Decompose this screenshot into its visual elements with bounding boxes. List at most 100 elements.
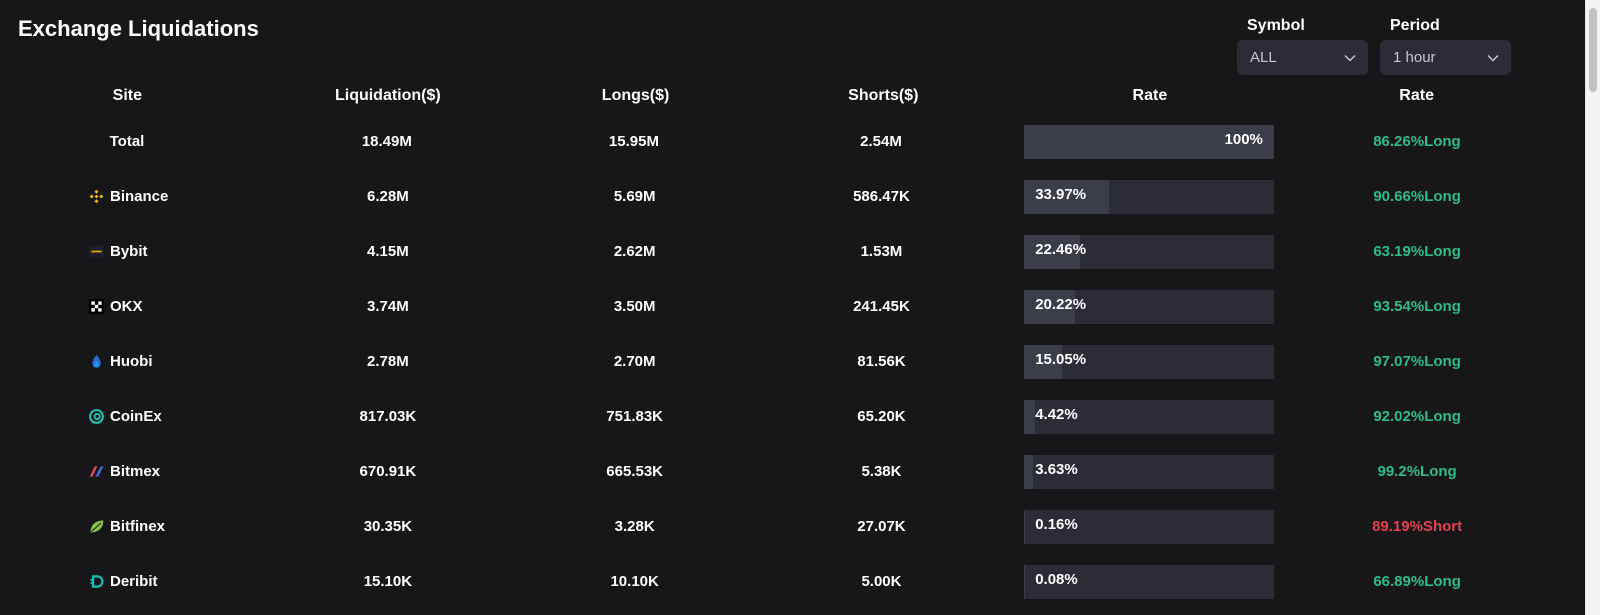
table-row: Total 18.49M 15.95M 2.54M 100% 86.26%Lon…: [0, 114, 1540, 169]
header-shorts[interactable]: Shorts($): [848, 87, 919, 104]
share-bar: 15.05%: [1024, 344, 1275, 379]
liquidation-value: 18.49M: [361, 133, 412, 150]
header-rate-share[interactable]: Rate: [1132, 87, 1168, 104]
longs-value: 2.62M: [613, 243, 656, 260]
share-bar-fill: [1024, 234, 1081, 269]
longs-value: 15.95M: [608, 133, 659, 150]
share-bar-fill: [1024, 454, 1034, 489]
header-site[interactable]: Site: [112, 87, 142, 104]
share-value: 0.08%: [1035, 570, 1078, 588]
table-row: Bybit 4.15M 2.62M 1.53M 22.46% 63.19%Lon…: [0, 224, 1540, 279]
site-name: Total: [109, 133, 145, 150]
table-row: Bitmex 670.91K 665.53K 5.38K 3.63% 99.2%…: [0, 444, 1540, 499]
longs-value: 10.10K: [610, 573, 659, 590]
rate-value: 66.89%Long: [1373, 573, 1461, 590]
share-bar-cell: 20.22%: [1024, 289, 1275, 324]
shorts-value: 2.54M: [860, 133, 902, 150]
site-name: Bitfinex: [110, 518, 166, 535]
shorts-value: 81.56K: [857, 353, 906, 370]
period-select-value: 1 hour: [1393, 49, 1436, 66]
longs-value: 665.53K: [606, 463, 664, 480]
rate-value: 97.07%Long: [1373, 353, 1461, 370]
share-bar: 22.46%: [1024, 234, 1275, 269]
period-filter: Period 1 hour: [1380, 17, 1511, 75]
site-cell[interactable]: Bitfinex: [0, 518, 255, 535]
bybit-icon: [88, 245, 105, 258]
bitfinex-icon: [90, 520, 104, 533]
header-rate[interactable]: Rate: [1399, 87, 1434, 104]
share-bar: 0.16%: [1024, 509, 1275, 544]
symbol-filter: Symbol ALL: [1237, 17, 1368, 75]
liquidation-value: 3.74M: [367, 298, 409, 315]
rate-value: 99.2%Long: [1377, 463, 1457, 480]
longs-value: 2.70M: [613, 353, 656, 370]
chevron-down-icon: [1487, 54, 1499, 62]
site-cell[interactable]: Bybit: [0, 243, 255, 260]
table-body: Total 18.49M 15.95M 2.54M 100% 86.26%Lon…: [0, 114, 1540, 609]
shorts-value: 27.07K: [857, 518, 906, 535]
share-bar-fill: [1023, 124, 1274, 159]
share-bar-cell: 33.97%: [1024, 179, 1275, 214]
share-bar-cell: 4.42%: [1024, 399, 1275, 434]
site-cell[interactable]: Total: [0, 133, 254, 150]
longs-value: 5.69M: [613, 188, 656, 205]
share-bar-cell: 0.16%: [1024, 509, 1275, 544]
shorts-value: 65.20K: [857, 408, 906, 425]
liquidation-value: 817.03K: [359, 408, 417, 425]
table-row: Huobi 2.78M 2.70M 81.56K 15.05% 97.07%Lo…: [0, 334, 1540, 389]
table-row: Bitfinex 30.35K 3.28K 27.07K 0.16% 89.19…: [0, 499, 1540, 554]
site-cell[interactable]: Huobi: [0, 353, 255, 370]
share-value: 4.42%: [1035, 405, 1078, 423]
share-bar-fill: [1024, 179, 1110, 214]
site-cell[interactable]: OKX: [0, 298, 255, 315]
liquidation-value: 4.15M: [367, 243, 409, 260]
liquidations-table: Site Liquidation($) Longs($) Shorts($) R…: [0, 78, 1540, 609]
longs-value: 751.83K: [606, 408, 664, 425]
share-bar-cell: 15.05%: [1024, 344, 1275, 379]
site-name: Huobi: [110, 353, 153, 370]
coinex-icon: [89, 409, 104, 424]
scrollbar-thumb[interactable]: [1589, 8, 1597, 92]
share-value: 0.16%: [1035, 515, 1078, 533]
site-cell[interactable]: Deribit: [0, 573, 255, 590]
share-value: 22.46%: [1035, 240, 1087, 258]
table-header: Site Liquidation($) Longs($) Shorts($) R…: [0, 78, 1540, 114]
share-value: 100%: [1224, 130, 1263, 148]
site-name: CoinEx: [110, 408, 162, 425]
rate-value: 86.26%Long: [1373, 133, 1461, 150]
table-row: OKX 3.74M 3.50M 241.45K 20.22% 93.54%Lon…: [0, 279, 1540, 334]
site-name: Deribit: [110, 573, 158, 590]
share-value: 33.97%: [1035, 185, 1087, 203]
share-bar: 20.22%: [1024, 289, 1275, 324]
table-row: Binance 6.28M 5.69M 586.47K 33.97% 90.66…: [0, 169, 1540, 224]
symbol-select-value: ALL: [1250, 49, 1277, 66]
share-bar: 100%: [1023, 124, 1274, 159]
period-select[interactable]: 1 hour: [1380, 40, 1511, 75]
liquidation-value: 6.28M: [367, 188, 409, 205]
share-bar: 0.08%: [1024, 564, 1275, 599]
longs-value: 3.50M: [613, 298, 656, 315]
site-cell[interactable]: CoinEx: [0, 408, 255, 425]
chevron-down-icon: [1344, 54, 1356, 62]
share-bar-cell: 0.08%: [1024, 564, 1275, 599]
share-value: 15.05%: [1035, 350, 1087, 368]
rate-value: 90.66%Long: [1373, 188, 1461, 205]
binance-icon: [89, 189, 104, 204]
site-cell[interactable]: Binance: [0, 188, 255, 205]
liquidation-value: 15.10K: [363, 573, 413, 590]
symbol-label: Symbol: [1247, 17, 1305, 34]
shorts-value: 1.53M: [860, 243, 903, 260]
header-longs[interactable]: Longs($): [601, 87, 670, 104]
symbol-select[interactable]: ALL: [1237, 40, 1368, 75]
share-bar-fill: [1024, 344, 1062, 379]
site-cell[interactable]: Bitmex: [0, 463, 255, 480]
rate-value: 92.02%Long: [1373, 408, 1461, 425]
scrollbar[interactable]: [1585, 0, 1600, 615]
liquidation-value: 670.91K: [359, 463, 417, 480]
shorts-value: 586.47K: [853, 188, 910, 205]
shorts-value: 5.00K: [861, 573, 902, 590]
header-liquidation[interactable]: Liquidation($): [334, 87, 441, 104]
rate-value: 63.19%Long: [1373, 243, 1461, 260]
share-value: 3.63%: [1035, 460, 1078, 478]
huobi-icon: [92, 354, 101, 368]
